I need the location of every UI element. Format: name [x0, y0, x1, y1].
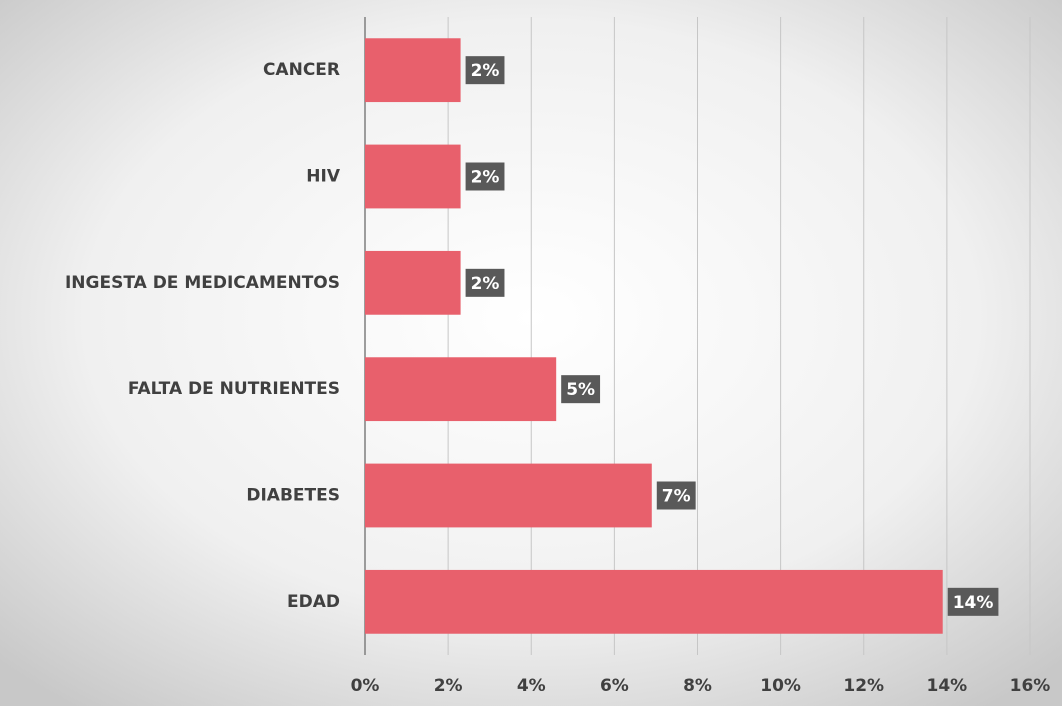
bar: [365, 250, 461, 315]
bar: [365, 569, 943, 634]
x-tick-label: 8%: [683, 676, 712, 696]
bar: [365, 357, 557, 422]
x-tick-label: 10%: [760, 676, 801, 696]
value-label-box: [561, 375, 601, 404]
value-label-box: [465, 268, 505, 297]
y-tick-label: HIV: [306, 167, 341, 187]
value-label: 2%: [471, 274, 500, 294]
y-tick-label: FALTA DE NUTRIENTES: [128, 379, 340, 399]
x-tick-label: 2%: [434, 676, 463, 696]
y-tick-label: INGESTA DE MEDICAMENTOS: [65, 273, 340, 293]
bar: [365, 38, 461, 103]
value-label-box: [947, 587, 999, 616]
value-label: 5%: [566, 380, 595, 400]
value-label-box: [465, 56, 505, 85]
x-tick-label: 14%: [927, 676, 968, 696]
value-label-box: [465, 162, 505, 191]
value-label: 2%: [471, 168, 500, 188]
y-tick-label: CANCER: [263, 60, 340, 80]
bar: [365, 144, 461, 209]
value-label-box: [656, 481, 696, 510]
value-label: 14%: [953, 593, 994, 613]
y-tick-label: EDAD: [287, 592, 340, 612]
x-tick-label: 16%: [1010, 676, 1051, 696]
x-tick-label: 12%: [843, 676, 884, 696]
bar: [365, 463, 652, 528]
x-tick-label: 0%: [351, 676, 380, 696]
value-label: 2%: [471, 61, 500, 81]
y-tick-label: DIABETES: [246, 486, 340, 506]
x-tick-label: 6%: [600, 676, 629, 696]
value-label: 7%: [662, 487, 691, 507]
x-tick-label: 4%: [517, 676, 546, 696]
